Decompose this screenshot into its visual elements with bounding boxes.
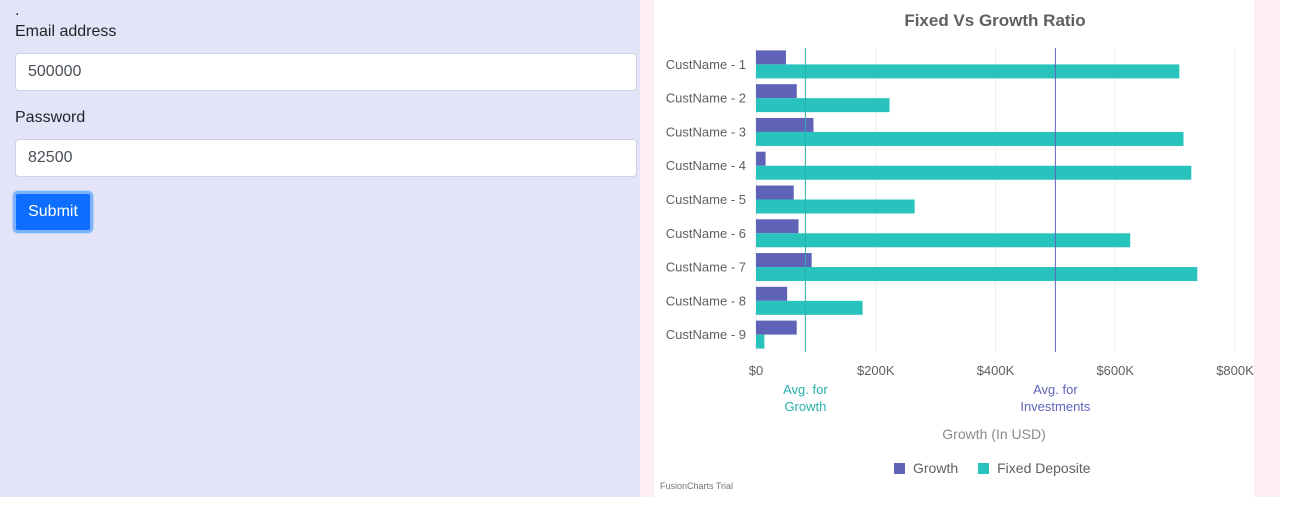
x-tick-label: $0 xyxy=(749,363,763,378)
bar-growth xyxy=(756,84,797,99)
chart-legend: Growth Fixed Deposite xyxy=(894,458,1111,478)
category-label: CustName - 8 xyxy=(666,293,746,308)
bar-growth xyxy=(756,185,794,200)
bar-growth xyxy=(756,286,788,301)
bar-fixed-deposite xyxy=(756,233,1131,248)
legend-label-fixed-deposite: Fixed Deposite xyxy=(997,460,1091,476)
category-label: CustName - 9 xyxy=(666,327,746,342)
bar-growth xyxy=(756,320,797,335)
legend-swatch-fixed-deposite xyxy=(978,462,990,474)
bar-growth xyxy=(756,50,786,65)
trendline-label-growth: Avg. for Growth xyxy=(750,381,860,415)
x-tick-label: $200K xyxy=(857,363,895,378)
bar-growth xyxy=(756,219,799,234)
bar-fixed-deposite xyxy=(756,131,1184,146)
category-label: CustName - 4 xyxy=(666,158,746,173)
bar-growth xyxy=(756,253,812,268)
bar-growth xyxy=(756,151,766,166)
form-panel: . Email address Password Submit xyxy=(0,0,640,497)
legend-swatch-growth xyxy=(894,462,905,474)
bar-fixed-deposite xyxy=(756,64,1180,79)
email-field[interactable] xyxy=(15,53,637,91)
trendline-label-investments-line1: Avg. for xyxy=(1033,382,1078,397)
x-tick-label: $400K xyxy=(977,363,1015,378)
submit-button[interactable]: Submit xyxy=(13,191,93,233)
password-label: Password xyxy=(15,109,86,126)
trendline-label-investments: Avg. for Investments xyxy=(1000,381,1110,415)
bar-fixed-deposite xyxy=(756,199,915,214)
category-label: CustName - 5 xyxy=(666,192,746,207)
bar-growth xyxy=(756,117,814,132)
trendline-label-growth-line2: Growth xyxy=(784,399,827,414)
category-label: CustName - 2 xyxy=(666,91,746,106)
bar-fixed-deposite xyxy=(756,165,1192,180)
chart-plot: $0 $200K $400K $600K $800K CustName - 1 CustNa… xyxy=(666,48,1254,378)
x-tick-label: $800K xyxy=(1216,363,1254,378)
x-tick-label: $600K xyxy=(1096,363,1134,378)
stray-dot: . xyxy=(15,2,20,19)
legend-item-growth[interactable]: Growth xyxy=(894,460,958,476)
category-label: CustName - 3 xyxy=(666,124,746,139)
bar-chart: Fixed Vs Growth Ratio $0 $200K $400K $600K $… xyxy=(654,0,1254,497)
category-label: CustName - 7 xyxy=(666,260,746,275)
trendline-label-investments-line2: Investments xyxy=(1020,399,1091,414)
bar-fixed-deposite xyxy=(756,267,1198,282)
x-axis-title: Growth (In USD) xyxy=(942,426,1046,442)
password-field[interactable] xyxy=(15,139,637,177)
bar-fixed-deposite xyxy=(756,300,863,315)
bar-fixed-deposite xyxy=(756,98,890,113)
chart-title: Fixed Vs Growth Ratio xyxy=(904,11,1086,30)
bar-fixed-deposite xyxy=(756,334,765,349)
category-label: CustName - 6 xyxy=(666,226,746,241)
trial-watermark: FusionCharts Trial xyxy=(660,481,734,491)
legend-label-growth: Growth xyxy=(913,460,959,476)
legend-item-fixed-deposite[interactable]: Fixed Deposite xyxy=(978,460,1091,476)
trendline-label-growth-line1: Avg. for xyxy=(783,382,828,397)
email-label: Email address xyxy=(15,23,117,40)
category-label: CustName - 1 xyxy=(666,57,746,72)
